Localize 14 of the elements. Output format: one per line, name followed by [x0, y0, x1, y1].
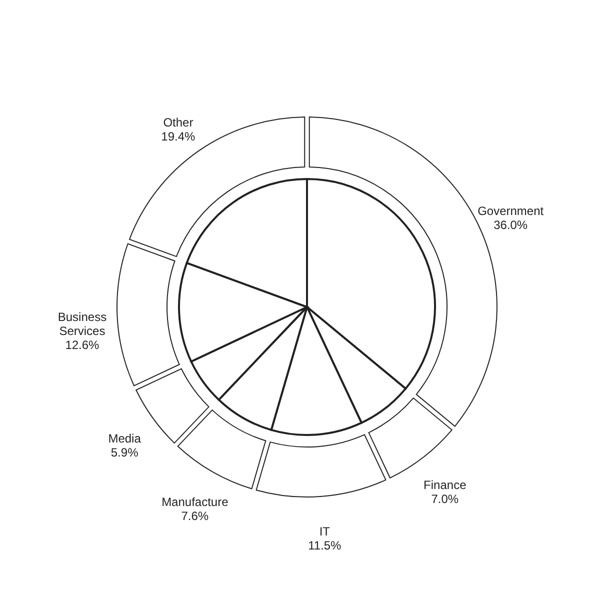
slice-label: Finance — [424, 478, 467, 492]
data-label: 5.9% — [110, 446, 139, 460]
slice-label: Business Services — [58, 310, 107, 338]
slice-label: Other — [163, 116, 194, 130]
data-label: 11.5% — [308, 538, 342, 552]
data-label: 7.6% — [181, 509, 209, 524]
slice-label: Government — [478, 204, 544, 218]
slice-label: Media — [108, 432, 142, 446]
data-label: 7.0% — [431, 492, 459, 506]
slice-label: IT — [319, 524, 331, 538]
data-label: 36.0% — [494, 218, 528, 232]
data-label: 12.6% — [65, 338, 100, 352]
slice-label: Manufacture — [162, 495, 229, 510]
data-label: 19.4% — [161, 130, 196, 144]
